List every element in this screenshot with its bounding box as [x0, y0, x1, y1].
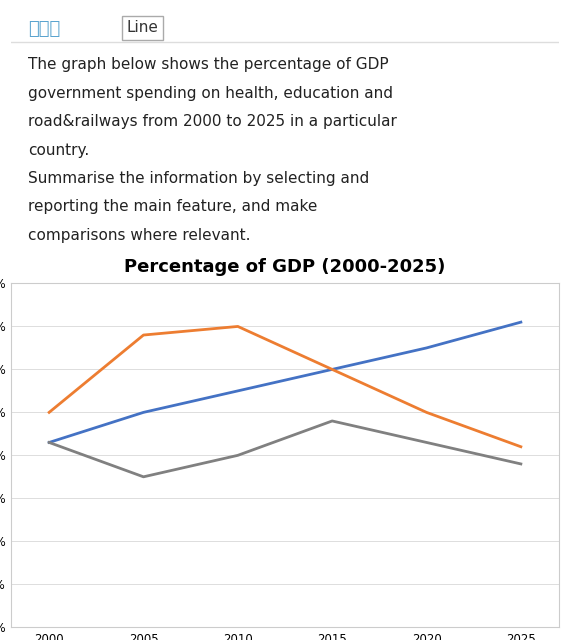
Text: Line: Line: [127, 20, 158, 35]
Text: road&railways from 2000 to 2025 in a particular: road&railways from 2000 to 2025 in a par…: [28, 114, 397, 129]
Title: Percentage of GDP (2000-2025): Percentage of GDP (2000-2025): [124, 259, 446, 276]
Text: reporting the main feature, and make: reporting the main feature, and make: [28, 199, 317, 214]
Text: country.: country.: [28, 143, 89, 157]
Text: Summarise the information by selecting and: Summarise the information by selecting a…: [28, 171, 369, 186]
Text: 小作文: 小作文: [28, 20, 60, 38]
Text: government spending on health, education and: government spending on health, education…: [28, 86, 393, 100]
Text: comparisons where relevant.: comparisons where relevant.: [28, 228, 250, 243]
Text: The graph below shows the percentage of GDP: The graph below shows the percentage of …: [28, 57, 388, 72]
